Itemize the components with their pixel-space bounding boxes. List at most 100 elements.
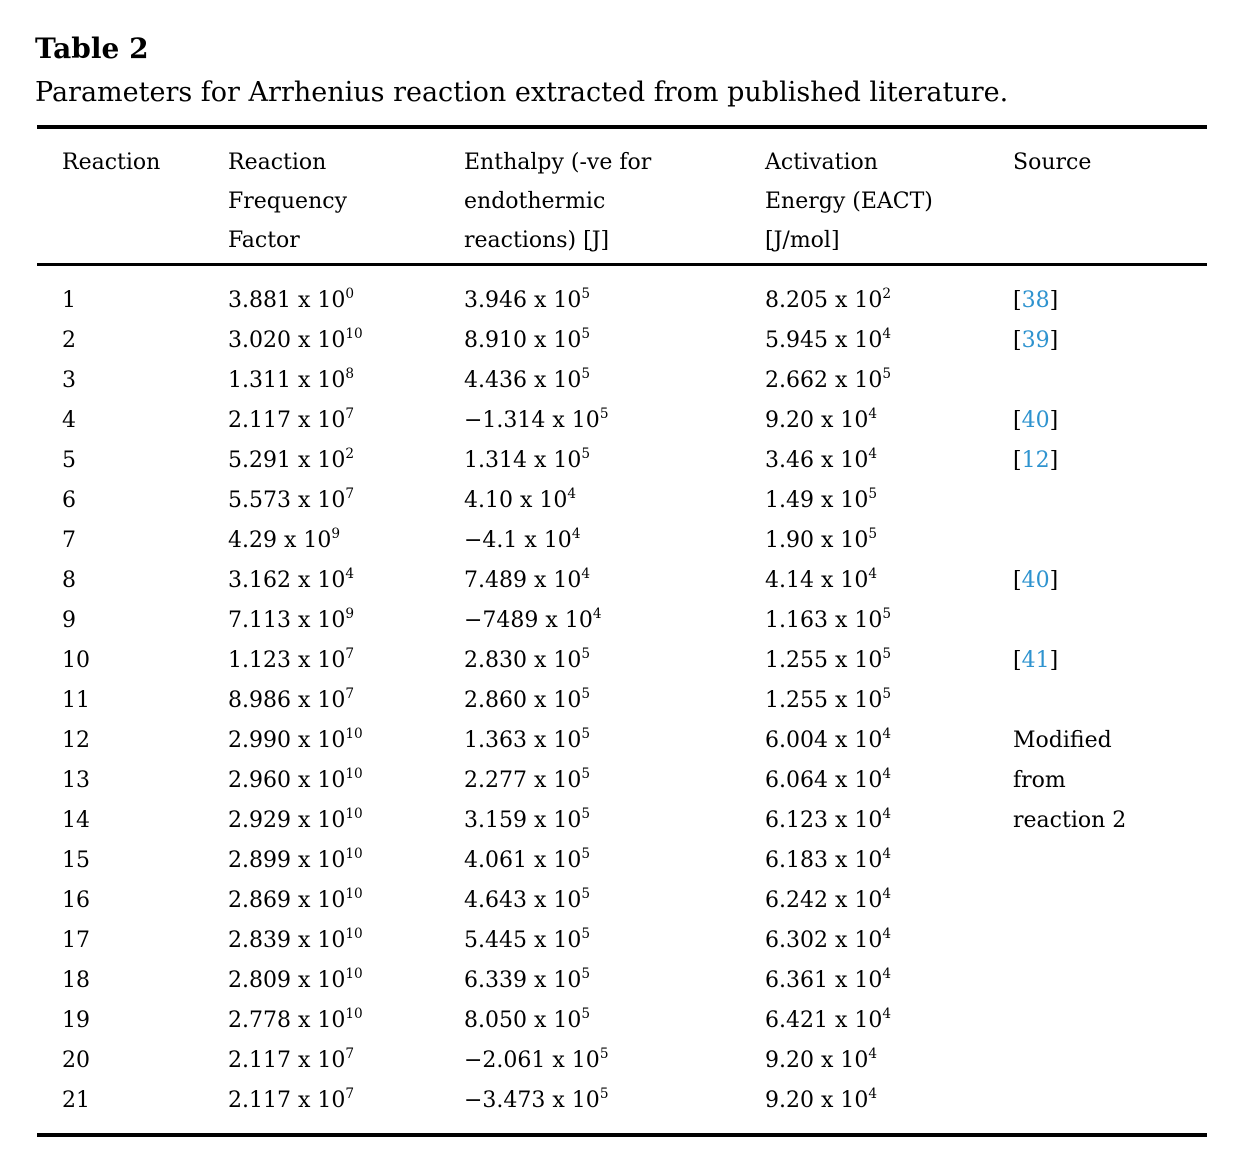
source-note-text: from xyxy=(1013,768,1066,793)
activation-energy-cell-mantissa: 6.183 x 10 xyxy=(765,848,883,873)
enthalpy-cell-mantissa: 5.445 x 10 xyxy=(464,928,582,953)
activation-energy-cell: 6.123 x 104 xyxy=(765,801,1013,841)
activation-energy-cell-mantissa: 5.945 x 10 xyxy=(765,328,883,353)
activation-energy-cell-exponent: 5 xyxy=(882,686,892,702)
frequency-factor-cell-exponent: 10 xyxy=(345,926,363,942)
reaction-number-cell: 20 xyxy=(62,1048,90,1073)
source-cell: [39] xyxy=(1013,321,1207,361)
activation-energy-cell: 6.242 x 104 xyxy=(765,881,1013,921)
table-row: 12 2.990 x 1010 1.363 x 105 6.004 x 104 Modi… xyxy=(37,721,1207,761)
reaction-number-cell: 9 xyxy=(62,608,76,633)
enthalpy-cell: 1.314 x 105 xyxy=(464,441,765,481)
reaction-number-cell: 3 xyxy=(62,368,76,393)
enthalpy-cell-mantissa: 2.860 x 10 xyxy=(464,688,582,713)
table-header: Reaction Reaction Frequency Factor Enthalpy … xyxy=(37,127,1207,266)
frequency-factor-cell-exponent: 7 xyxy=(345,1086,355,1102)
table-row: 7 4.29 x 109 −4.1 x 104 1.90 x 105 xyxy=(37,521,1207,561)
enthalpy-cell: −7489 x 104 xyxy=(464,601,765,641)
activation-energy-cell-exponent: 4 xyxy=(868,406,878,422)
citation-open-bracket: [ xyxy=(1013,648,1022,673)
activation-energy-cell: 1.255 x 105 xyxy=(765,641,1013,681)
frequency-factor-cell-exponent: 9 xyxy=(345,606,355,622)
enthalpy-cell: 3.946 x 105 xyxy=(464,265,765,322)
citation-open-bracket: [ xyxy=(1013,328,1022,353)
source-cell xyxy=(1013,521,1207,561)
table-row: 9 7.113 x 109 −7489 x 104 1.163 x 105 xyxy=(37,601,1207,641)
activation-energy-cell-mantissa: 2.662 x 10 xyxy=(765,368,883,393)
activation-energy-cell-exponent: 4 xyxy=(882,726,892,742)
frequency-factor-cell: 2.117 x 107 xyxy=(228,1041,464,1081)
enthalpy-cell-exponent: 5 xyxy=(581,446,591,462)
activation-energy-cell-mantissa: 1.255 x 10 xyxy=(765,688,883,713)
enthalpy-cell: −4.1 x 104 xyxy=(464,521,765,561)
activation-energy-cell-mantissa: 1.163 x 10 xyxy=(765,608,883,633)
frequency-factor-cell-mantissa: 3.162 x 10 xyxy=(228,568,346,593)
enthalpy-cell-mantissa: 8.910 x 10 xyxy=(464,328,582,353)
activation-energy-cell-mantissa: 6.004 x 10 xyxy=(765,728,883,753)
frequency-factor-cell-mantissa: 2.929 x 10 xyxy=(228,808,346,833)
frequency-factor-cell-mantissa: 7.113 x 10 xyxy=(228,608,346,633)
column-header-enthalpy: Enthalpy (-ve for endothermic reactions) [… xyxy=(464,127,765,266)
activation-energy-cell-exponent: 4 xyxy=(882,766,892,782)
table-row: 13 2.960 x 1010 2.277 x 105 6.064 x 104 from xyxy=(37,761,1207,801)
source-cell: reaction 2 xyxy=(1013,801,1207,841)
enthalpy-cell-mantissa: −4.1 x 10 xyxy=(464,528,572,553)
table-row: 18 2.809 x 1010 6.339 x 105 6.361 x 104 xyxy=(37,961,1207,1001)
citation-link[interactable]: 40 xyxy=(1021,568,1050,593)
enthalpy-cell-exponent: 5 xyxy=(581,286,591,302)
frequency-factor-cell-exponent: 10 xyxy=(345,806,363,822)
enthalpy-cell-mantissa: 7.489 x 10 xyxy=(464,568,582,593)
citation-close-bracket: ] xyxy=(1049,648,1059,673)
frequency-factor-cell-mantissa: 2.960 x 10 xyxy=(228,768,346,793)
table-row: 5 5.291 x 102 1.314 x 105 3.46 x 104 [12] xyxy=(37,441,1207,481)
frequency-factor-cell: 5.291 x 102 xyxy=(228,441,464,481)
reaction-number-cell: 15 xyxy=(62,848,90,873)
table-body: 1 3.881 x 100 3.946 x 105 8.205 x 102 [38] 2 3… xyxy=(37,265,1207,1136)
reaction-number-cell: 5 xyxy=(62,448,76,473)
enthalpy-cell: 6.339 x 105 xyxy=(464,961,765,1001)
activation-energy-cell: 1.90 x 105 xyxy=(765,521,1013,561)
activation-energy-cell-mantissa: 6.302 x 10 xyxy=(765,928,883,953)
reaction-number-cell: 18 xyxy=(62,968,90,993)
citation-link[interactable]: 39 xyxy=(1021,328,1050,353)
frequency-factor-cell: 2.899 x 1010 xyxy=(228,841,464,881)
citation-link[interactable]: 41 xyxy=(1021,648,1050,673)
enthalpy-cell-exponent: 5 xyxy=(599,406,609,422)
activation-energy-cell-exponent: 5 xyxy=(882,366,892,382)
activation-energy-cell-mantissa: 1.90 x 10 xyxy=(765,528,869,553)
table-row: 3 1.311 x 108 4.436 x 105 2.662 x 105 xyxy=(37,361,1207,401)
citation-link[interactable]: 38 xyxy=(1021,288,1050,313)
activation-energy-cell-mantissa: 6.123 x 10 xyxy=(765,808,883,833)
activation-energy-cell-mantissa: 3.46 x 10 xyxy=(765,448,869,473)
activation-energy-cell: 9.20 x 104 xyxy=(765,1081,1013,1135)
source-cell: Modified xyxy=(1013,721,1207,761)
citation-open-bracket: [ xyxy=(1013,568,1022,593)
frequency-factor-cell: 8.986 x 107 xyxy=(228,681,464,721)
enthalpy-cell-mantissa: 1.314 x 10 xyxy=(464,448,582,473)
enthalpy-cell-mantissa: −1.314 x 10 xyxy=(464,408,600,433)
enthalpy-cell-mantissa: 4.436 x 10 xyxy=(464,368,582,393)
enthalpy-cell-exponent: 5 xyxy=(581,726,591,742)
frequency-factor-cell-mantissa: 3.881 x 10 xyxy=(228,288,346,313)
frequency-factor-cell-exponent: 7 xyxy=(345,646,355,662)
enthalpy-cell: 4.061 x 105 xyxy=(464,841,765,881)
citation-link[interactable]: 40 xyxy=(1021,408,1050,433)
enthalpy-cell: 1.363 x 105 xyxy=(464,721,765,761)
frequency-factor-cell-exponent: 7 xyxy=(345,486,355,502)
enthalpy-cell: 8.910 x 105 xyxy=(464,321,765,361)
source-cell xyxy=(1013,681,1207,721)
frequency-factor-cell-mantissa: 1.123 x 10 xyxy=(228,648,346,673)
enthalpy-cell-exponent: 5 xyxy=(581,646,591,662)
table-row: 17 2.839 x 1010 5.445 x 105 6.302 x 104 xyxy=(37,921,1207,961)
activation-energy-cell-exponent: 4 xyxy=(882,846,892,862)
enthalpy-cell-exponent: 4 xyxy=(592,606,602,622)
source-note-text: Modified xyxy=(1013,728,1112,753)
enthalpy-cell-exponent: 4 xyxy=(567,486,577,502)
citation-close-bracket: ] xyxy=(1049,448,1059,473)
activation-energy-cell-exponent: 4 xyxy=(882,926,892,942)
activation-energy-cell-exponent: 4 xyxy=(882,966,892,982)
table-row: 19 2.778 x 1010 8.050 x 105 6.421 x 104 xyxy=(37,1001,1207,1041)
citation-link[interactable]: 12 xyxy=(1021,448,1050,473)
table-title: Table 2 xyxy=(35,32,149,65)
activation-energy-cell-exponent: 4 xyxy=(882,886,892,902)
